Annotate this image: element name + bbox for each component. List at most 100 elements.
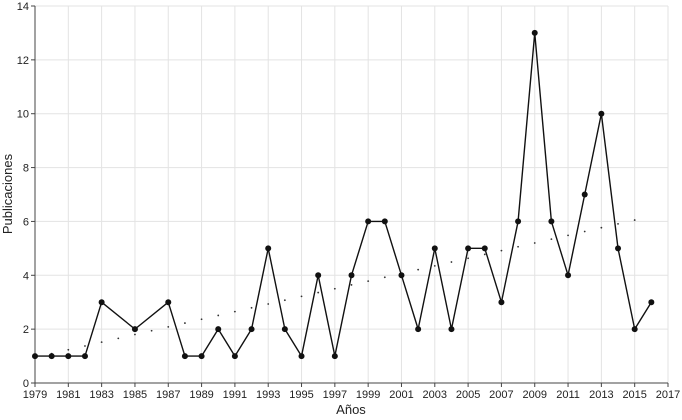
data-point [431,245,438,252]
data-point [131,326,138,333]
trendline-dot [633,219,636,221]
x-tick-label: 1999 [356,389,380,401]
data-point [481,245,488,252]
data-point [298,353,305,360]
trendline-dot [350,284,353,286]
data-point [215,326,222,333]
trendline-dot [500,249,503,252]
x-tick-label: 2015 [622,389,646,401]
x-tick-label: 2001 [389,389,413,401]
y-tick-label: 10 [17,109,29,121]
trendline-dot [550,238,553,241]
x-tick-label: 1993 [256,389,280,401]
data-point [65,353,72,360]
trendline-dot [383,276,386,279]
y-tick-label: 14 [17,1,29,13]
trendline-dot [250,306,253,309]
trendline-dot [317,291,320,294]
data-point [315,272,322,279]
trendline-dot [184,322,186,324]
x-axis-ticks: 1979 1981 1983 1985 1987 1989 1991 1993 1995 1997… [23,383,680,401]
x-tick-label: 2007 [489,389,513,401]
x-tick-label: 1979 [23,389,47,401]
trendline-dot [267,303,270,305]
x-tick-label: 2003 [423,389,447,401]
trendline-dot [467,257,470,260]
trendline-dot [84,345,86,347]
data-point [415,326,422,333]
trendline-dot [333,287,336,290]
data-point [615,245,622,252]
data-point [32,353,38,360]
data-series [32,29,655,360]
trendline-dot [134,333,136,336]
y-tick-label: 12 [17,55,29,67]
grid-lines [34,5,669,384]
trendline-dot [450,261,453,263]
y-tick-label: 8 [23,163,29,175]
data-point [448,326,455,333]
x-tick-label: 1997 [323,389,347,401]
data-point [48,353,55,360]
data-point [181,353,188,360]
data-point [498,299,505,306]
x-tick-label: 1995 [289,389,313,401]
y-axis-ticks: 0 2 4 6 8 10 12 14 [17,1,35,390]
data-point [98,299,105,306]
data-point [381,218,388,225]
trendline-dot [233,310,236,313]
x-tick-label: 2005 [456,389,480,401]
trendline-dot [67,348,70,351]
x-tick-label: 1987 [156,389,180,401]
data-point [265,245,272,252]
y-tick-label: 6 [23,216,29,228]
data-point [581,191,588,198]
x-tick-label: 1991 [223,389,247,401]
trendline-dot [517,245,519,248]
x-tick-label: 2013 [589,389,613,401]
data-point [598,110,605,117]
data-point [81,353,88,360]
data-point [281,326,288,333]
y-tick-label: 4 [23,270,29,282]
x-tick-label: 1985 [123,389,147,401]
trendline-dot [300,295,303,298]
x-tick-label: 1989 [189,389,213,401]
trendline-dot [367,280,370,283]
data-point [515,218,522,225]
trendline-dot [117,337,120,340]
trendline-dot [583,230,586,233]
data-point [565,272,572,279]
x-tick-label: 1983 [89,389,113,401]
data-point [331,353,338,360]
data-point [648,299,655,306]
trendline-dot [533,242,536,244]
x-tick-label: 2009 [522,389,546,401]
x-axis-title: Años [336,402,366,417]
data-point [348,272,355,279]
axes [34,6,668,384]
data-point [531,29,538,36]
data-point [548,218,555,225]
trendline-dot [600,226,603,229]
x-tick-label: 2017 [656,389,680,401]
trendline-dot [433,264,436,267]
trendline-dot [150,329,153,332]
series-line [35,32,652,357]
trendline-dot [617,222,619,225]
trendline-dot [483,253,486,256]
data-point [165,299,172,306]
data-point [398,272,405,279]
trendline-dot [100,341,103,344]
trendline-dot [417,268,420,271]
trendline-dot [283,299,286,302]
data-point [631,326,638,333]
data-point [465,245,472,252]
trendline-dot [217,314,220,317]
trendline-dot [567,234,569,237]
trendline-dot [200,318,203,321]
data-point [365,218,372,225]
data-point [248,326,255,333]
x-tick-label: 2011 [556,389,580,401]
